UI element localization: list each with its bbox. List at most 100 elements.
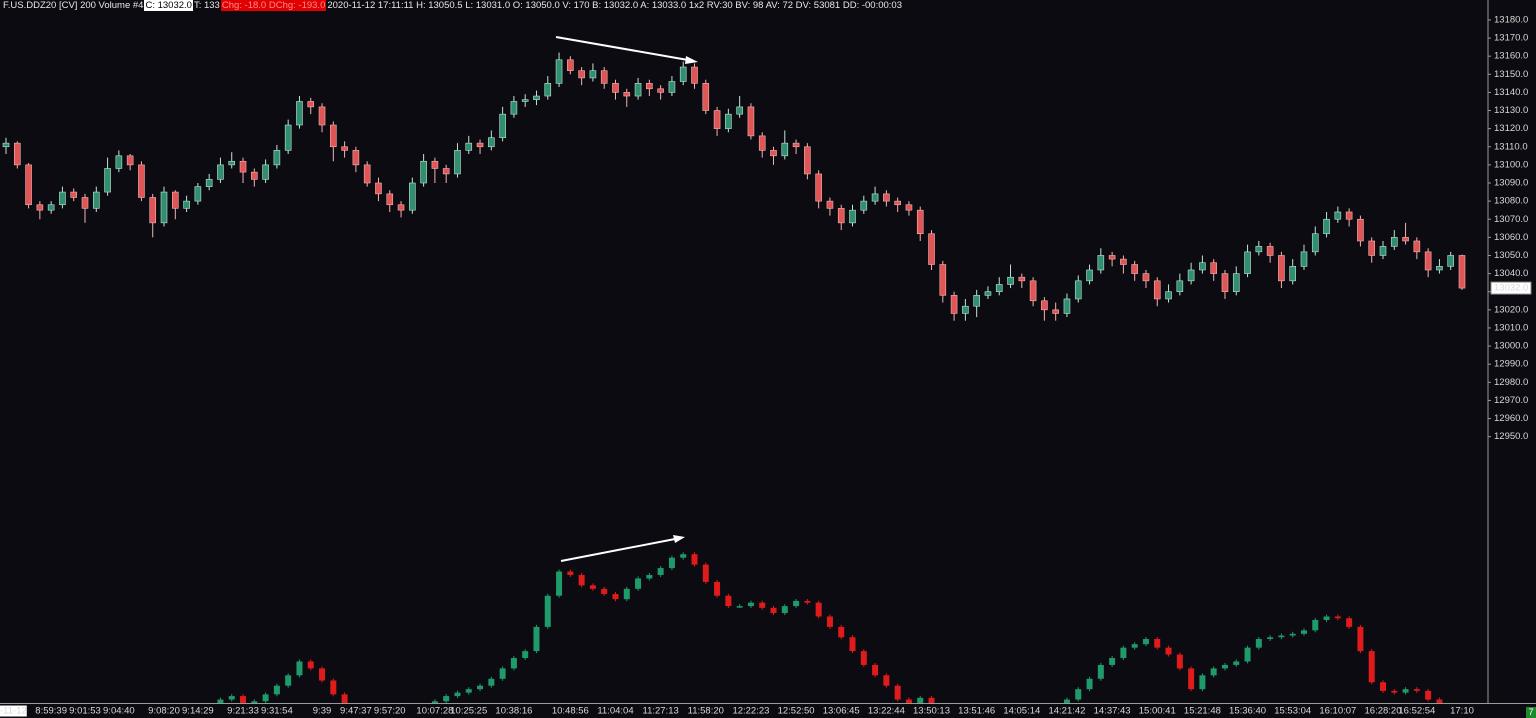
delta-bar <box>1267 637 1274 639</box>
candle-body <box>1120 258 1127 265</box>
delta-bar <box>1210 668 1217 676</box>
candle-body <box>205 179 213 187</box>
delta-bar <box>273 685 280 695</box>
delta-bar <box>1300 630 1307 634</box>
delta-bar <box>1278 635 1285 638</box>
x-tick-label: 12:22:23 <box>732 706 769 717</box>
candle-body <box>1289 266 1296 282</box>
delta-bar <box>307 661 314 669</box>
delta-bar <box>465 689 472 693</box>
candle-body <box>792 142 800 148</box>
candle-body <box>1142 273 1150 282</box>
arrow <box>555 36 689 61</box>
delta-bar <box>1063 699 1070 703</box>
delta-bar <box>759 602 766 608</box>
candle-body <box>13 142 21 166</box>
last-price-label: 13032.0 <box>1494 283 1528 294</box>
delta-bar <box>1289 633 1296 636</box>
y-tick-label: 13160.0 <box>1494 51 1528 62</box>
delta-bar <box>1075 689 1082 700</box>
close-field: C: 13032.0 <box>144 0 193 11</box>
candle-body <box>409 182 416 211</box>
x-tick-label: 15:00:41 <box>1139 706 1176 717</box>
candle-body <box>646 83 653 90</box>
candle-body <box>1153 280 1161 300</box>
delta-bar <box>488 678 495 686</box>
candle-body <box>160 191 168 224</box>
candle-body <box>713 110 721 129</box>
arrow-head <box>685 56 698 64</box>
x-tick-label: 10:38:16 <box>495 706 532 717</box>
delta-bar <box>589 585 596 589</box>
candle-body <box>47 204 55 211</box>
delta-bar <box>454 692 461 697</box>
x-tick-label: 16:10:07 <box>1319 706 1356 717</box>
delta-bar <box>635 578 642 589</box>
candle-body <box>352 150 360 166</box>
y-tick-label: 12950.0 <box>1494 431 1528 442</box>
price-panel <box>2 52 1466 321</box>
candle-body <box>149 197 157 224</box>
x-tick-label: 13:22:44 <box>868 706 905 717</box>
x-tick-label: 9:57:20 <box>374 706 406 717</box>
change-field: Chg: -18.0 DChg: -193.0 <box>220 0 327 11</box>
candle-body <box>284 124 292 151</box>
delta-bar <box>1086 678 1093 690</box>
candle-body <box>1097 255 1105 271</box>
delta-bar <box>1176 654 1183 669</box>
info-field: 2020-11-12 17:11:11 H: 13050.5 L: 13031.… <box>327 0 903 11</box>
delta-bar <box>826 616 833 627</box>
delta-bar <box>1391 690 1398 693</box>
candle-body <box>172 191 179 209</box>
candle-body <box>228 160 236 166</box>
x-tick-label: 11:04:04 <box>597 706 633 717</box>
delta-bar <box>251 701 258 703</box>
candle-body <box>612 83 619 93</box>
x-tick-label: 13:06:45 <box>823 706 860 717</box>
delta-bar <box>341 694 348 703</box>
candle-body <box>194 186 202 202</box>
x-tick-highlight <box>0 705 27 717</box>
delta-bar <box>872 664 879 676</box>
candle-body <box>1165 291 1172 300</box>
candle-body <box>251 171 258 180</box>
delta-bar <box>860 651 867 665</box>
candle-body <box>183 200 190 209</box>
candle-body <box>36 204 44 211</box>
x-tick-label: 14:05:14 <box>1003 706 1040 717</box>
y-tick-label: 13150.0 <box>1494 69 1528 80</box>
candle-body <box>330 124 337 148</box>
delta-bar <box>544 595 551 627</box>
candle-body <box>1311 233 1319 253</box>
delta-bar <box>1131 644 1138 648</box>
delta-bar <box>702 564 709 582</box>
x-tick-label: 14:21:42 <box>1048 706 1085 717</box>
delta-bar <box>736 606 743 608</box>
candle-body <box>115 155 123 169</box>
candle-body <box>1187 269 1195 282</box>
delta-bar <box>1436 699 1443 703</box>
candle-body <box>1255 246 1263 253</box>
candle-body <box>1436 266 1443 271</box>
candle-body <box>1345 211 1353 220</box>
delta-bar <box>1233 661 1240 665</box>
delta-bar <box>1154 638 1161 648</box>
delta-bar <box>262 694 269 702</box>
delta-bar <box>522 651 529 659</box>
candle-body <box>770 150 777 157</box>
delta-bar <box>1244 647 1251 662</box>
delta-bar <box>499 668 506 679</box>
candle-body <box>296 101 303 126</box>
candle-body <box>555 59 563 84</box>
x-tick-label: 9:39 <box>313 706 332 717</box>
candle-body <box>273 150 281 166</box>
candle-body <box>702 83 710 111</box>
candle-body <box>1007 276 1014 285</box>
delta-bar <box>1165 647 1172 655</box>
x-tick-label: 17:10 <box>1450 706 1474 717</box>
candle-body <box>1029 280 1037 302</box>
delta-bar <box>285 675 292 686</box>
delta-bar <box>770 607 777 614</box>
candle-body <box>634 83 642 97</box>
candle-body <box>1108 255 1116 260</box>
